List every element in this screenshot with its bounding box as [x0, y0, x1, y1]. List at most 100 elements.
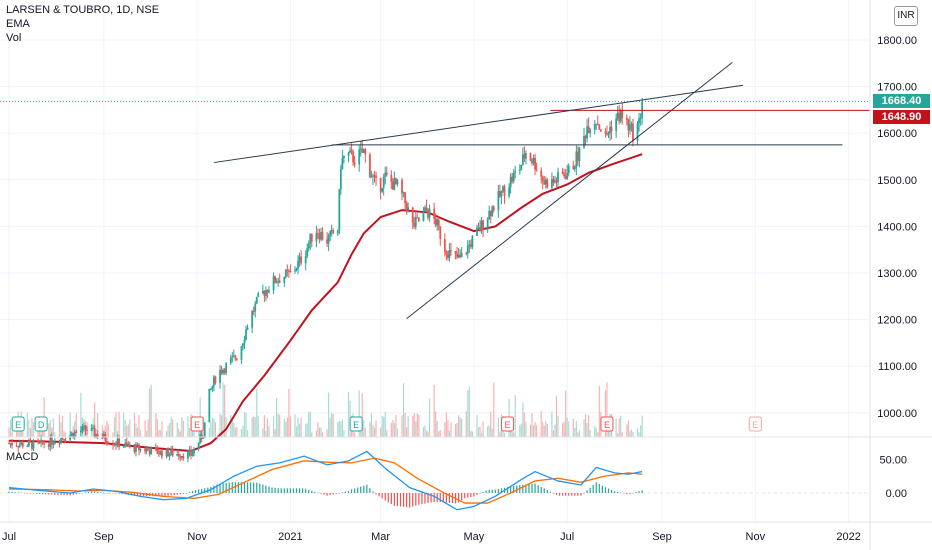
- price-tick-label: 1100.00: [878, 361, 917, 373]
- macd-histogram-bar: [568, 493, 570, 496]
- macd-histogram-bar: [240, 482, 243, 493]
- candle-body: [382, 176, 385, 189]
- macd-histogram-bar: [384, 493, 386, 501]
- candle-body: [411, 207, 414, 224]
- candle-body: [341, 158, 344, 170]
- candle-body: [70, 432, 73, 436]
- volume-bar: [279, 414, 281, 437]
- price-tick-label: 1700.00: [877, 82, 917, 94]
- volume-bar: [497, 417, 499, 437]
- volume-bar: [555, 395, 558, 437]
- volume-bar: [546, 423, 548, 437]
- volume-bar: [58, 414, 61, 437]
- candle-body: [37, 440, 39, 443]
- currency-button[interactable]: INR: [894, 6, 918, 26]
- candles: [8, 97, 644, 463]
- candle-body: [242, 343, 244, 347]
- macd-histogram-bar: [604, 487, 607, 493]
- macd-histogram-bar: [139, 493, 142, 497]
- candle-body: [41, 439, 44, 444]
- candle-body: [310, 233, 313, 242]
- macd-histogram-bar: [274, 487, 276, 493]
- macd-histogram-bar: [595, 482, 597, 493]
- volume-bar: [363, 420, 365, 437]
- volume-bar: [416, 413, 418, 437]
- candle-body: [179, 456, 182, 458]
- macd-histogram-bar: [601, 485, 603, 493]
- volume-bar: [343, 429, 345, 437]
- macd-legend[interactable]: MACD: [6, 451, 39, 463]
- candle-body: [544, 179, 547, 185]
- macd-histogram-bar: [360, 486, 362, 493]
- macd-histogram-bar: [574, 493, 576, 496]
- price-tick-label: 1300.00: [877, 268, 917, 280]
- volume-bar: [337, 421, 339, 437]
- time-tick-label: Nov: [746, 531, 766, 543]
- candle-body: [541, 176, 544, 182]
- candle-body: [11, 443, 13, 446]
- macd-histogram-bar: [458, 493, 460, 503]
- volume-bar: [488, 425, 490, 437]
- macd-histogram-bar: [253, 482, 255, 493]
- macd-histogram-bar: [439, 493, 441, 503]
- macd-histogram-bar: [185, 493, 187, 494]
- symbol-legend[interactable]: LARSEN & TOUBRO, 1D, NSE: [6, 4, 160, 16]
- volume-bar: [158, 429, 160, 437]
- trendline: [213, 84, 744, 164]
- macd-histogram-bar: [369, 488, 371, 493]
- time-tick-label: May: [464, 531, 485, 543]
- candle-body: [436, 219, 439, 226]
- candle-body: [424, 207, 426, 212]
- macd-histogram-bar: [620, 492, 622, 494]
- chart-grid: [0, 0, 870, 522]
- candle-body: [157, 453, 160, 455]
- candle-body: [422, 211, 425, 222]
- volume-bar: [543, 425, 545, 437]
- candle-body: [214, 376, 217, 383]
- volume-bar: [384, 411, 386, 437]
- volume-bar: [448, 430, 451, 437]
- candle-body: [211, 385, 214, 389]
- macd-histogram-bar: [378, 493, 380, 497]
- volume-bar: [135, 423, 137, 437]
- macd-histogram-bar: [442, 493, 444, 503]
- macd-histogram-bar: [506, 487, 509, 493]
- candle-body: [468, 244, 471, 246]
- volume-bar: [422, 427, 425, 437]
- candle-body: [563, 173, 566, 177]
- volume-bar: [479, 426, 481, 437]
- ema-legend[interactable]: EMA: [6, 18, 30, 30]
- volume-bar: [627, 420, 629, 437]
- macd-histogram-bar: [115, 493, 117, 494]
- candle-body: [294, 270, 296, 272]
- candle-body: [540, 170, 543, 177]
- candle-body: [391, 181, 394, 190]
- candle-body: [381, 188, 384, 192]
- volume-bar: [29, 428, 32, 437]
- macd-histogram-bar: [173, 493, 175, 496]
- candle-body: [220, 369, 223, 374]
- volume-legend[interactable]: Vol: [6, 32, 22, 44]
- candle-body: [298, 256, 301, 261]
- volume-bar: [447, 420, 449, 437]
- candle-body: [297, 260, 299, 269]
- macd-histogram-bar: [629, 493, 631, 494]
- macd-histogram-bar: [317, 492, 319, 494]
- event-marker: D: [34, 416, 48, 432]
- volume-bar: [428, 398, 431, 437]
- volume-bar: [306, 423, 308, 437]
- volume-bar: [566, 417, 568, 437]
- event-marker-label: E: [505, 420, 511, 430]
- volume-bar: [106, 420, 108, 437]
- macd-histogram-bar: [577, 493, 579, 496]
- volume-bar: [326, 429, 328, 437]
- volume-bar: [586, 423, 588, 437]
- event-marker-label: E: [353, 420, 359, 430]
- macd-histogram-bar: [179, 493, 181, 495]
- volume-bar: [480, 432, 483, 437]
- candle-body: [272, 276, 275, 291]
- candle-body: [627, 119, 630, 131]
- macd-histogram-bar: [311, 490, 313, 493]
- macd-histogram-bar: [38, 493, 41, 494]
